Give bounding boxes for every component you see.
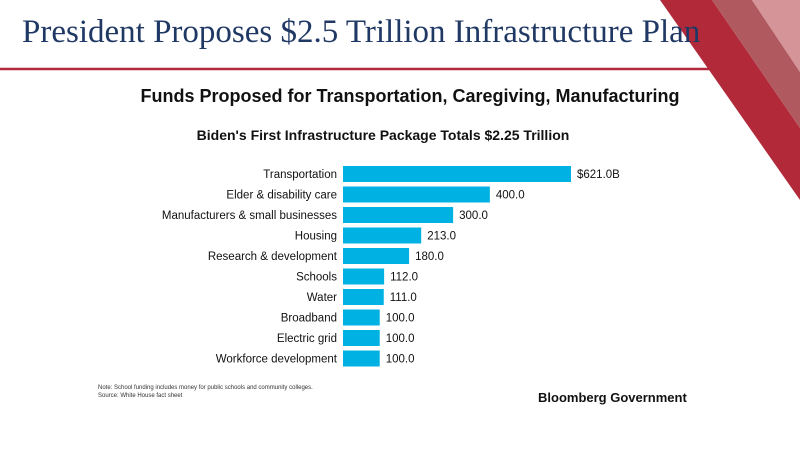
bar [343,186,490,203]
category-label: Housing [295,231,337,243]
bar [343,207,454,223]
category-label: Broadband [281,313,337,325]
bar [343,330,380,346]
note-text: Note: School funding includes money for … [98,385,313,391]
category-label: Schools [296,272,337,284]
bar [343,166,571,182]
slide-subtitle: Funds Proposed for Transportation, Careg… [140,86,680,106]
data-label: 100.0 [386,313,415,325]
bar [343,309,380,326]
category-label: Transportation [263,169,337,181]
data-label: 100.0 [386,354,415,366]
category-label: Electric grid [277,333,337,345]
data-label: 400.0 [496,190,525,202]
slide-title: President Proposes $2.5 Trillion Infrast… [22,14,701,50]
bar [343,227,422,244]
data-label: 300.0 [459,210,488,222]
data-label: 112.0 [390,272,418,284]
category-label: Elder & disability care [226,190,337,202]
category-label: Water [307,292,337,304]
bar [343,289,384,305]
data-label: 100.0 [386,333,415,345]
bar [343,350,380,367]
data-label: 180.0 [415,251,444,263]
stripe-light [752,0,800,72]
category-label: Workforce development [216,354,338,366]
chart-note: Note: School funding includes money for … [98,384,313,400]
category-label: Research & development [208,251,338,263]
bar [343,248,410,264]
chart-title: Biden's First Infrastructure Package Tot… [197,127,570,143]
data-label: 213.0 [427,231,456,243]
category-label: Manufacturers & small businesses [162,210,337,222]
data-label: $621.0B [577,169,620,181]
bar [343,268,385,285]
data-label: 111.0 [390,292,417,304]
source-text: Source: White House fact sheet [98,393,183,399]
stripe-mid [712,0,800,128]
stripe-dark [660,0,800,200]
brand-logo: Bloomberg Government [538,390,687,405]
